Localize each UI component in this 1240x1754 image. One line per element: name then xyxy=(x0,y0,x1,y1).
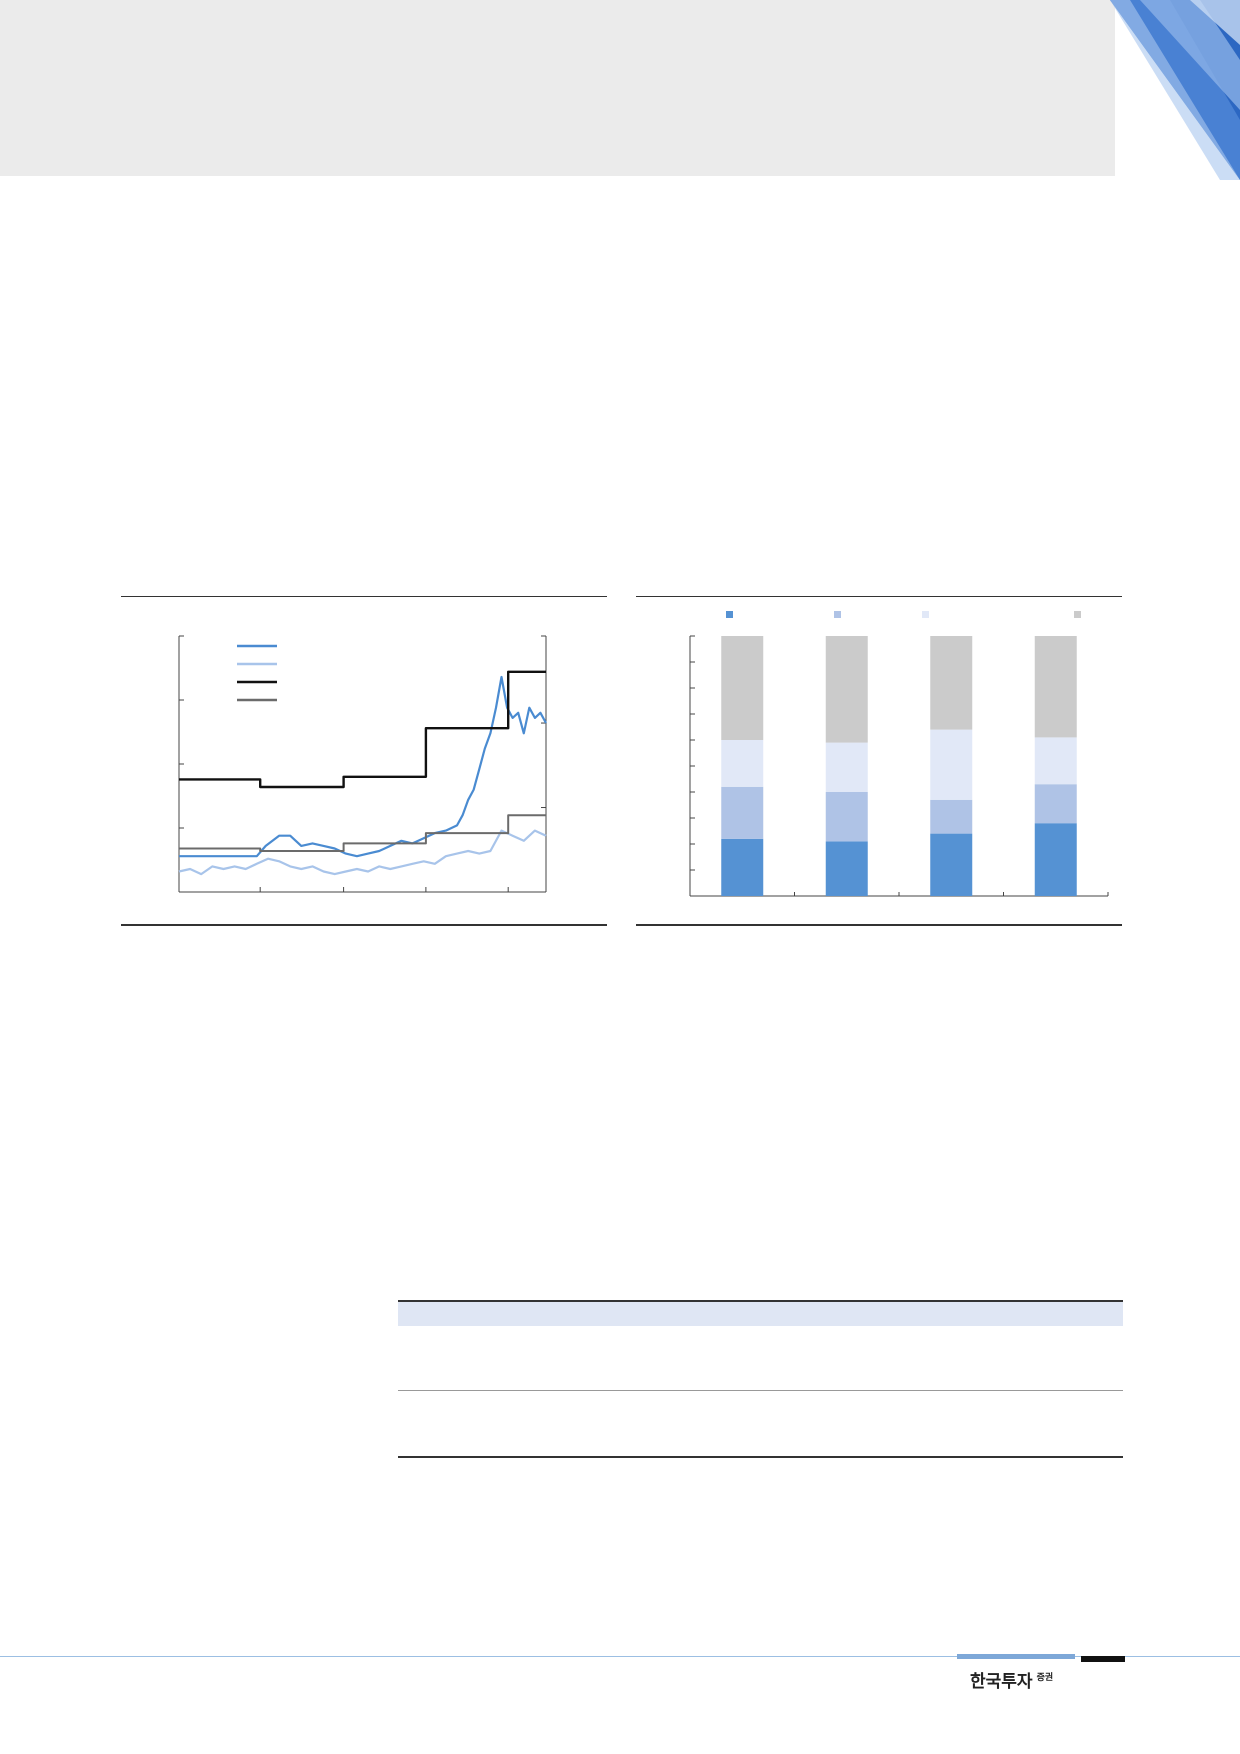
bar-segment xyxy=(1034,636,1077,738)
corner-decoration-icon xyxy=(1110,0,1240,180)
footer-page-marker xyxy=(1081,1656,1125,1662)
table-header-row xyxy=(398,1302,1123,1326)
footer-accent-bar xyxy=(957,1654,1075,1659)
line-chart-panel xyxy=(121,596,607,926)
bar-segment xyxy=(825,636,868,743)
bar-segment xyxy=(1034,823,1077,896)
bar-segment xyxy=(825,792,868,842)
legend-swatch-4 xyxy=(1074,611,1081,618)
legend-swatch-2 xyxy=(834,611,841,618)
bar-segment xyxy=(1034,784,1077,824)
chart-bottom-rule xyxy=(636,924,1122,926)
line-series-2 xyxy=(178,829,547,876)
data-table xyxy=(398,1300,1123,1458)
header-band xyxy=(0,0,1115,176)
brand-suffix: 증권 xyxy=(1036,1673,1054,1684)
line-series-3 xyxy=(179,670,546,789)
bar-segment xyxy=(825,742,868,792)
bar-segment xyxy=(1034,737,1077,785)
bar-segment xyxy=(721,636,764,740)
chart-top-rule xyxy=(121,596,607,597)
table-row-divider xyxy=(398,1390,1123,1391)
chart-bottom-rule xyxy=(121,924,607,926)
table-top-rule xyxy=(398,1300,1123,1302)
bar-segment xyxy=(721,740,764,787)
line-series-4 xyxy=(179,814,546,852)
bar-segment xyxy=(825,841,868,896)
bar-segment xyxy=(930,799,973,834)
footer-line xyxy=(0,1656,1240,1657)
bar-segment xyxy=(930,833,973,896)
bar-segment xyxy=(930,636,973,730)
stacked-bar-chart xyxy=(689,611,1109,897)
brand-name: 한국투자 xyxy=(970,1672,1033,1692)
line-series-1 xyxy=(179,675,547,858)
stacked-bar-chart-panel xyxy=(636,596,1122,926)
chart-top-rule xyxy=(636,596,1122,597)
legend-swatch-3 xyxy=(922,611,929,618)
bar-segment xyxy=(930,729,973,800)
footer-brand-logo: 한국투자 증권 xyxy=(970,1667,1053,1692)
legend-swatch-1 xyxy=(726,611,733,618)
table-bottom-rule xyxy=(398,1456,1123,1458)
line-chart xyxy=(178,635,547,893)
bar-segment xyxy=(721,786,764,839)
bar-segment xyxy=(721,838,764,896)
